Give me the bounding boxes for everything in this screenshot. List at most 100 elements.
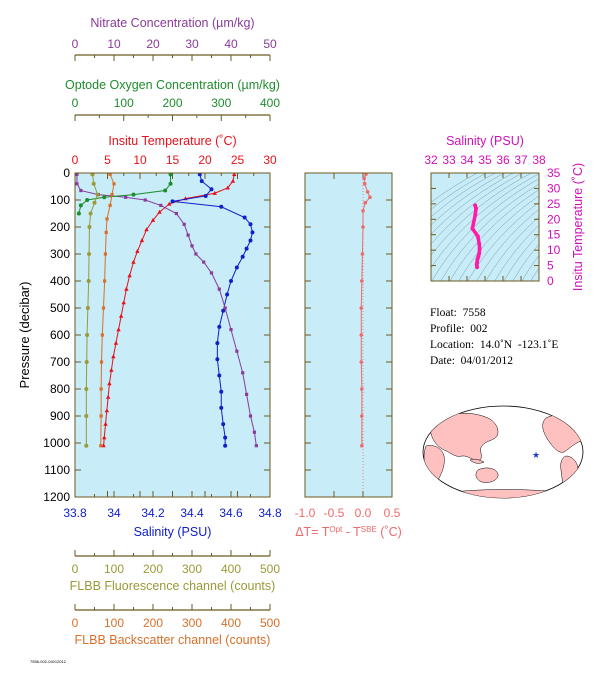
- temperature-data-point: [118, 313, 124, 318]
- temperature-data-point: [167, 201, 172, 206]
- oxygen-data-point: [168, 173, 173, 177]
- pressure-tick-label: 1200: [43, 490, 70, 504]
- fluorescence-data-point: [84, 443, 89, 448]
- salinity-tick-label: 34.4: [180, 506, 204, 520]
- temperature-data-point: [116, 327, 121, 332]
- backscatter-data-point: [104, 230, 108, 234]
- salinity-data-point: [219, 204, 224, 209]
- oxygen-tick-label: 400: [260, 96, 280, 110]
- delta-t-data-point: [362, 182, 367, 186]
- backscatter-tick-label: 300: [182, 616, 202, 630]
- ts-temperature-axis-label: Insitu Temperature (˚C): [571, 163, 585, 291]
- salinity-data-point: [217, 324, 222, 329]
- float-id: Float: 7558: [430, 307, 486, 319]
- fluorescence-data-point: [84, 414, 89, 418]
- delta-t-data-point: [362, 176, 366, 181]
- salinity-data-point: [199, 179, 204, 184]
- pressure-tick-label: 1000: [43, 436, 70, 450]
- salinity-data-point: [234, 265, 239, 270]
- ts-salinity-tick-label: 33: [442, 153, 456, 167]
- nitrate-tick-label: 10: [107, 37, 121, 51]
- salinity-data-point: [219, 405, 224, 410]
- salinity-data-point: [219, 389, 224, 394]
- nitrate-data-point: [186, 233, 190, 237]
- density-contour: [431, 173, 505, 226]
- nitrate-data-point: [202, 260, 206, 264]
- pressure-tick-label: 100: [50, 193, 70, 207]
- density-contour: [458, 195, 539, 281]
- delta-t-data-point: [359, 360, 364, 364]
- fluorescence-data-point: [85, 333, 90, 337]
- ts-temperature-tick-label: 35: [547, 166, 561, 180]
- pressure-axis-label: Pressure (decibar): [17, 282, 32, 389]
- ts-series: [470, 203, 482, 270]
- delta-t-data-point: [359, 306, 364, 310]
- temperature-tick-label: 25: [231, 153, 245, 167]
- ts-salinity-tick-label: 38: [532, 153, 546, 167]
- delta-t-tick-label: 0.0: [355, 506, 372, 520]
- main-axes: 0100200300400500600700800900100011001200…: [17, 16, 282, 647]
- delta-t-data-point: [361, 225, 365, 229]
- ts-data-point: [477, 251, 482, 256]
- density-contour: [431, 173, 523, 245]
- oxygen-tick-label: 0: [72, 96, 79, 110]
- temperature-data-point: [103, 421, 108, 426]
- nitrate-data-point: [245, 392, 249, 396]
- fluorescence-tick-label: 500: [260, 562, 280, 576]
- map-land-eurasia: [429, 413, 499, 461]
- temperature-tick-label: 30: [263, 153, 277, 167]
- salinity-data-point: [229, 279, 233, 283]
- density-contour: [431, 173, 487, 210]
- location-map: ★: [422, 405, 584, 499]
- salinity-data-point: [217, 373, 222, 378]
- delta-t-profile-line: [360, 174, 371, 446]
- temperature-tick-label: 10: [133, 153, 147, 167]
- backscatter-data-point: [105, 217, 109, 221]
- fluorescence-data-point: [84, 360, 89, 364]
- delta-t-data-point: [365, 190, 370, 194]
- backscatter-data-point: [112, 182, 116, 186]
- pressure-tick-label: 800: [50, 382, 70, 396]
- salinity-tick-label: 34.8: [258, 506, 282, 520]
- pressure-tick-label: 600: [50, 328, 70, 342]
- oxygen-data-point: [102, 195, 107, 200]
- density-contour: [530, 267, 539, 281]
- density-contour: [431, 173, 496, 218]
- main-plot-frame: [74, 172, 271, 498]
- backscatter-data-point: [101, 306, 106, 310]
- density-contour: [476, 209, 539, 281]
- backscatter-axis-label: FLBB Backscatter channel (counts): [75, 633, 271, 647]
- ts-data-point: [470, 226, 475, 231]
- oxygen-tick-label: 200: [162, 96, 182, 110]
- backscatter-data-point: [99, 360, 104, 364]
- density-contour: [512, 243, 539, 281]
- ts-data-point: [474, 206, 478, 211]
- nitrate-data-point: [182, 222, 186, 226]
- nitrate-data-point: [235, 349, 239, 353]
- oxygen-data-point: [131, 192, 136, 197]
- temperature-data-point: [127, 273, 132, 278]
- salinity-data-point: [240, 254, 245, 259]
- salinity-data-point: [244, 246, 249, 251]
- temperature-data-point: [121, 300, 126, 305]
- nitrate-data-point: [75, 182, 79, 186]
- delta-t-data-point: [364, 173, 368, 177]
- ts-temperature-tick-label: 10: [547, 243, 561, 257]
- backscatter-profile-line: [100, 174, 115, 446]
- main-series: [75, 173, 258, 448]
- pressure-tick-label: 0: [63, 166, 70, 180]
- delta-t-data-point: [368, 195, 372, 200]
- backscatter-data-point: [110, 193, 114, 197]
- salinity-tick-label: 34: [107, 506, 121, 520]
- map-land-south-america: [560, 455, 579, 495]
- temperature-data-point: [104, 408, 110, 413]
- ts-data-point: [473, 203, 478, 208]
- delta-t-data-point: [360, 252, 365, 256]
- ts-data-point: [473, 212, 478, 217]
- ts-temperature-tick-label: 20: [547, 212, 561, 226]
- ts-data-point: [475, 257, 480, 262]
- nitrate-data-point: [190, 244, 194, 248]
- fluorescence-data-point: [92, 200, 97, 205]
- temperature-data-point: [124, 286, 129, 291]
- delta-t-plot-frame: [304, 172, 393, 498]
